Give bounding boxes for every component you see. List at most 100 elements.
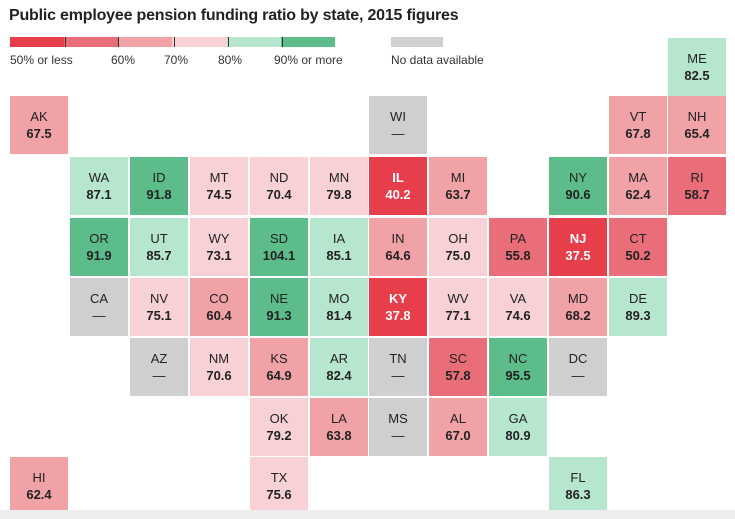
state-value: 75.1 [146, 308, 172, 323]
state-tile-ak: AK 67.5 [10, 96, 68, 154]
state-tile-az: AZ — [130, 338, 188, 396]
legend-no-data-label: No data available [391, 53, 484, 67]
state-tile-nm: NM 70.6 [190, 338, 248, 396]
legend-swatch [227, 37, 281, 47]
legend-tick [282, 37, 283, 47]
state-abbr: OH [448, 231, 468, 246]
state-value: 79.2 [266, 428, 292, 443]
state-abbr: PA [509, 231, 527, 246]
legend-swatch [172, 37, 227, 47]
state-tile-md: MD 68.2 [549, 278, 607, 336]
state-abbr: AZ [150, 351, 168, 366]
state-tile-nj: NJ 37.5 [549, 218, 607, 276]
state-value: 70.6 [206, 368, 232, 383]
state-tile-ma: MA 62.4 [609, 157, 667, 215]
state-value: — [152, 368, 166, 383]
legend-swatch [281, 37, 335, 47]
state-abbr: WA [88, 170, 110, 185]
state-abbr: NY [568, 170, 588, 185]
state-tile-pa: PA 55.8 [489, 218, 547, 276]
legend-tick [228, 37, 229, 47]
state-value: 80.9 [505, 428, 531, 443]
state-abbr: GA [508, 411, 528, 426]
state-value: — [391, 368, 405, 383]
state-tile-mt: MT 74.5 [190, 157, 248, 215]
state-value: 87.1 [86, 187, 112, 202]
state-tile-nv: NV 75.1 [130, 278, 188, 336]
state-tile-hi: HI 62.4 [10, 457, 68, 515]
state-tile-tx: TX 75.6 [250, 457, 308, 515]
state-abbr: NJ [569, 231, 587, 246]
state-value: 89.3 [625, 308, 651, 323]
state-abbr: MT [209, 170, 229, 185]
state-tile-ri: RI 58.7 [668, 157, 726, 215]
state-abbr: AK [30, 109, 48, 124]
legend-swatch [118, 37, 172, 47]
state-tile-wy: WY 73.1 [190, 218, 248, 276]
state-value: 62.4 [625, 187, 651, 202]
legend-label-60: 60% [111, 53, 136, 67]
state-value: 86.3 [565, 487, 591, 502]
state-tile-or: OR 91.9 [70, 218, 128, 276]
state-value: 67.8 [625, 126, 651, 141]
state-value: 104.1 [262, 248, 296, 263]
legend-no-data-swatch [391, 37, 443, 47]
state-tile-ia: IA 85.1 [310, 218, 368, 276]
state-abbr: IN [391, 231, 405, 246]
state-value: 64.9 [266, 368, 292, 383]
state-tile-al: AL 67.0 [429, 398, 487, 456]
state-abbr: SD [269, 231, 289, 246]
state-value: 57.8 [445, 368, 471, 383]
legend-tick [174, 37, 175, 47]
state-value: 73.1 [206, 248, 232, 263]
state-abbr: TX [270, 470, 288, 485]
state-tile-ar: AR 82.4 [310, 338, 368, 396]
state-abbr: NV [149, 291, 169, 306]
state-value: 60.4 [206, 308, 232, 323]
state-abbr: RI [690, 170, 704, 185]
state-abbr: UT [150, 231, 168, 246]
state-abbr: LA [331, 411, 347, 426]
state-abbr: OR [89, 231, 109, 246]
state-tile-sd: SD 104.1 [250, 218, 308, 276]
footer-divider [0, 510, 735, 519]
state-abbr: IA [332, 231, 346, 246]
state-tile-mn: MN 79.8 [310, 157, 368, 215]
state-value: 40.2 [385, 187, 411, 202]
state-value: 74.6 [505, 308, 531, 323]
state-tile-mi: MI 63.7 [429, 157, 487, 215]
state-abbr: KS [270, 351, 288, 366]
state-tile-tn: TN — [369, 338, 427, 396]
state-abbr: MD [567, 291, 589, 306]
state-tile-nd: ND 70.4 [250, 157, 308, 215]
state-abbr: NM [208, 351, 230, 366]
state-tile-wv: WV 77.1 [429, 278, 487, 336]
state-value: 63.8 [326, 428, 352, 443]
state-value: 67.0 [445, 428, 471, 443]
state-abbr: ID [152, 170, 166, 185]
legend-swatch [64, 37, 118, 47]
state-abbr: HI [32, 470, 46, 485]
state-abbr: ND [269, 170, 289, 185]
state-value: 91.9 [86, 248, 112, 263]
state-value: 82.5 [684, 68, 710, 83]
state-abbr: AL [450, 411, 466, 426]
state-value: 75.6 [266, 487, 292, 502]
state-tile-de: DE 89.3 [609, 278, 667, 336]
state-abbr: NH [687, 109, 707, 124]
state-value: 37.8 [385, 308, 411, 323]
state-tile-ks: KS 64.9 [250, 338, 308, 396]
state-abbr: CO [209, 291, 229, 306]
chart-title: Public employee pension funding ratio by… [9, 7, 459, 24]
state-abbr: MA [628, 170, 648, 185]
state-abbr: MO [328, 291, 350, 306]
state-abbr: CT [629, 231, 647, 246]
state-tile-ny: NY 90.6 [549, 157, 607, 215]
state-value: 95.5 [505, 368, 531, 383]
legend-swatch [10, 37, 64, 47]
state-value: 74.5 [206, 187, 232, 202]
state-value: 85.1 [326, 248, 352, 263]
state-tile-ut: UT 85.7 [130, 218, 188, 276]
state-value: 70.4 [266, 187, 292, 202]
state-value: 55.8 [505, 248, 531, 263]
